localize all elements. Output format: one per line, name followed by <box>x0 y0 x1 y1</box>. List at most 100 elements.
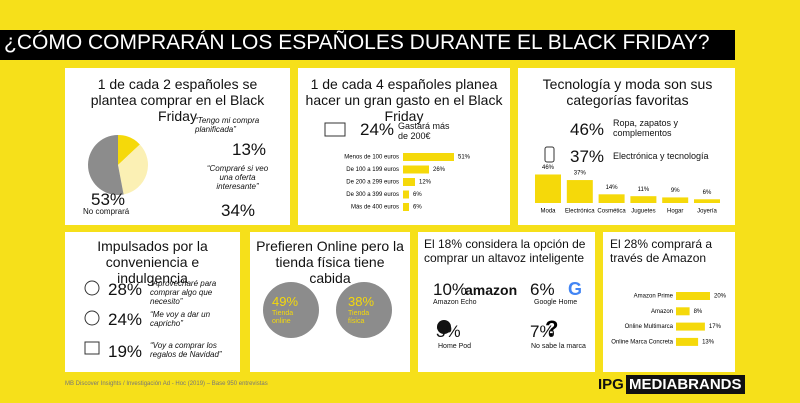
category-label: Joyería <box>697 209 717 215</box>
value: 49% <box>272 294 299 309</box>
pie-slice <box>118 135 140 165</box>
category-label: Más de 400 euros <box>351 205 399 211</box>
value-label: 26% <box>433 167 446 173</box>
value: 7% <box>530 322 555 341</box>
bar <box>403 203 409 211</box>
heading: El 18% considera la opción de comprar un… <box>424 237 586 265</box>
bar <box>630 196 657 203</box>
label: Amazon Echo <box>433 299 477 306</box>
value: 34% <box>221 201 256 220</box>
category-label: De 200 a 299 euros <box>346 180 399 186</box>
label: Tienda online <box>272 310 294 326</box>
category-label: De 100 a 199 euros <box>346 167 399 173</box>
value: 37% <box>570 147 605 166</box>
google-icon: G <box>568 279 582 299</box>
value-label: 6% <box>413 192 422 198</box>
value-label: 46% <box>542 165 555 171</box>
value-label: 11% <box>638 187 650 193</box>
panel <box>65 232 240 372</box>
bar <box>676 292 710 300</box>
category-label: Juguetes <box>631 209 655 215</box>
bulb-icon <box>84 280 100 296</box>
heading: El 28% comprará a través de Amazon <box>610 237 713 265</box>
label: Google Home <box>534 299 578 306</box>
bar <box>676 337 699 346</box>
value: 13% <box>232 140 267 159</box>
category-label: Menos de 100 euros <box>344 155 399 161</box>
bar <box>535 174 561 203</box>
pie-slice <box>118 144 148 195</box>
value-label: 51% <box>458 155 471 161</box>
label: Home Pod <box>438 343 472 350</box>
value: 10% <box>433 280 468 299</box>
logo: MEDIABRANDS <box>626 375 745 395</box>
value: 24% <box>108 310 143 329</box>
value-label: 37% <box>574 171 587 177</box>
bar <box>598 194 625 203</box>
label: “Tengo mi compra planificada” <box>195 116 260 135</box>
label: No sabe la marca <box>531 343 586 350</box>
heading: 1 de cada 4 españoles planea hacer un gr… <box>305 76 503 125</box>
pie-slice <box>88 135 124 195</box>
bar <box>676 322 705 331</box>
value-label: 8% <box>694 309 703 315</box>
bar <box>566 180 593 203</box>
category-label: Amazon <box>651 309 673 315</box>
label: “Compraré si veo una oferta interesante” <box>206 164 269 192</box>
value-label: 6% <box>413 205 422 211</box>
value-label: 20% <box>714 294 727 300</box>
bar <box>403 178 415 186</box>
value-label: 13% <box>702 339 715 345</box>
title-bar <box>0 30 735 60</box>
value: 19% <box>108 342 143 361</box>
value-label: 14% <box>606 185 619 191</box>
category-label: Cosmética <box>597 209 626 215</box>
label: Electrónica y tecnología <box>613 151 709 161</box>
card-icon <box>324 122 346 137</box>
heading: Tecnología y moda son sus categorías fav… <box>542 76 713 109</box>
value: 28% <box>108 280 143 299</box>
panel <box>418 232 595 372</box>
circle <box>336 282 392 338</box>
value-label: 9% <box>671 188 680 194</box>
value-label: 12% <box>419 180 432 186</box>
heading: 1 de cada 2 españoles se plantea comprar… <box>90 76 265 125</box>
logo: IPG <box>598 376 624 393</box>
value: 53% <box>91 190 126 209</box>
label: “Voy a comprar los regalos de Navidad” <box>150 341 222 360</box>
label: No comprará <box>83 207 130 216</box>
value-label: 17% <box>709 324 722 330</box>
panel <box>603 232 735 372</box>
category-label: Electrónica <box>565 209 595 215</box>
panel <box>298 68 510 225</box>
heading: Prefieren Online pero la tienda física t… <box>256 238 404 287</box>
question-icon: ? <box>545 316 558 341</box>
bar <box>403 190 409 199</box>
category-label: Hogar <box>667 209 683 215</box>
label: Tienda física <box>348 310 370 326</box>
category-label: Amazon Prime <box>634 294 674 300</box>
category-label: Online Multimarca <box>625 324 674 330</box>
value-label: 6% <box>703 190 712 196</box>
bar <box>694 199 720 203</box>
category-label: Online Marca Concreta <box>611 339 673 345</box>
value: 6% <box>530 280 555 299</box>
label: Gastará más de 200€ <box>398 121 450 142</box>
bar <box>403 153 454 161</box>
label: “Aprovecharé para comprar algo que neces… <box>150 279 217 307</box>
category-label: Moda <box>540 209 556 215</box>
apple-icon <box>437 320 451 334</box>
title: ¿CÓMO COMPRARÁN LOS ESPAÑOLES DURANTE EL… <box>4 31 710 54</box>
heading: Impulsados por la conveniencia e indulge… <box>97 238 208 287</box>
value: 24% <box>360 120 395 139</box>
bar <box>403 165 429 174</box>
label: “Me voy a dar un capricho” <box>150 310 211 329</box>
logo: amazon <box>465 282 518 298</box>
bar <box>676 307 690 316</box>
circle <box>263 282 319 338</box>
footer: MB Discover Insights / Investigación Ad … <box>65 381 268 387</box>
label: Ropa, zapatos y complementos <box>613 118 679 139</box>
value: 46% <box>570 120 605 139</box>
